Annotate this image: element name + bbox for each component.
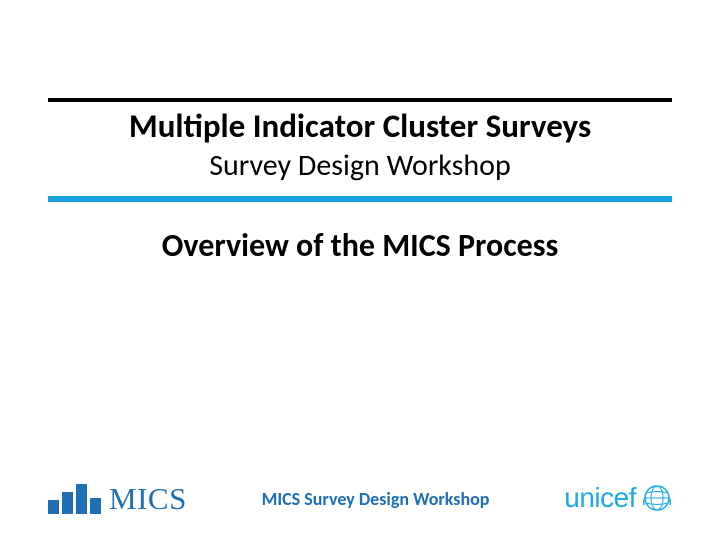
footer-center-text: MICS Survey Design Workshop	[262, 488, 490, 514]
title-main: Multiple Indicator Cluster Surveys	[48, 108, 672, 146]
mics-logo-text: MICS	[109, 483, 187, 514]
unicef-logo-text: unicef	[564, 482, 636, 514]
footer: MICS MICS Survey Design Workshop unicef	[48, 462, 672, 514]
mics-bar	[48, 500, 59, 514]
title-block: Multiple Indicator Cluster Surveys Surve…	[48, 108, 672, 184]
body-heading: Overview of the MICS Process	[48, 226, 672, 265]
unicef-globe-icon	[642, 483, 672, 513]
slide: Multiple Indicator Cluster Surveys Surve…	[0, 0, 720, 540]
mics-bars-icon	[48, 484, 101, 514]
unicef-logo: unicef	[564, 482, 672, 514]
bottom-rule	[48, 196, 672, 202]
title-subtitle: Survey Design Workshop	[48, 148, 672, 184]
mics-logo: MICS	[48, 483, 187, 514]
mics-bar	[62, 492, 73, 514]
mics-bar	[76, 484, 87, 514]
mics-bar	[90, 498, 101, 514]
top-rule	[48, 98, 672, 102]
